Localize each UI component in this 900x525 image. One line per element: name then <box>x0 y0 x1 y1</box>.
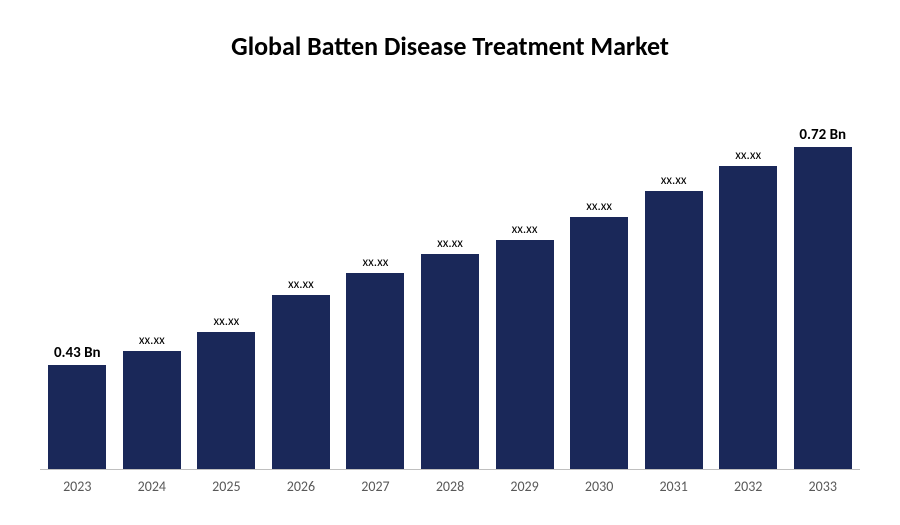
chart-title: Global Batten Disease Treatment Market <box>40 30 860 62</box>
bar-value-label: 0.72 Bn <box>799 126 846 144</box>
bar-value-label: xx.xx <box>288 277 314 292</box>
bars-wrapper: 0.43 Bn xx.xx xx.xx xx.xx xx.xx xx.xx <box>40 92 860 469</box>
bar <box>48 365 106 469</box>
bar-group: xx.xx <box>264 277 339 469</box>
bar <box>421 254 479 469</box>
bar <box>570 217 628 469</box>
bar <box>272 295 330 469</box>
x-tick-label: 2028 <box>413 478 488 495</box>
x-tick-label: 2026 <box>264 478 339 495</box>
bar-value-label: xx.xx <box>363 255 389 270</box>
x-tick-label: 2029 <box>487 478 562 495</box>
x-tick-label: 2033 <box>785 478 860 495</box>
bar-value-label: xx.xx <box>661 173 687 188</box>
bar-group: 0.72 Bn <box>785 126 860 469</box>
bar <box>123 351 181 469</box>
bar <box>645 191 703 469</box>
bar <box>346 273 404 469</box>
x-tick-label: 2025 <box>189 478 264 495</box>
bar-group: xx.xx <box>189 314 264 469</box>
bar-group: xx.xx <box>636 173 711 469</box>
x-axis: 2023 2024 2025 2026 2027 2028 2029 2030 … <box>40 478 860 495</box>
bar <box>794 147 852 469</box>
x-tick-label: 2030 <box>562 478 637 495</box>
plot-area: 0.43 Bn xx.xx xx.xx xx.xx xx.xx xx.xx <box>40 92 860 470</box>
bar <box>719 166 777 469</box>
bar-group: xx.xx <box>338 255 413 469</box>
bar-group: xx.xx <box>487 222 562 469</box>
bar-value-label: xx.xx <box>213 314 239 329</box>
bar-group: xx.xx <box>413 236 488 469</box>
bar-group: xx.xx <box>115 333 190 469</box>
bar-group: xx.xx <box>562 199 637 469</box>
bar-value-label: xx.xx <box>586 199 612 214</box>
bar-group: 0.43 Bn <box>40 344 115 469</box>
chart-container: Global Batten Disease Treatment Market 0… <box>0 0 900 525</box>
bar <box>197 332 255 469</box>
bar-value-label: 0.43 Bn <box>54 344 101 362</box>
bar-value-label: xx.xx <box>735 148 761 163</box>
bar-value-label: xx.xx <box>139 333 165 348</box>
x-tick-label: 2032 <box>711 478 786 495</box>
x-tick-label: 2023 <box>40 478 115 495</box>
bar-value-label: xx.xx <box>437 236 463 251</box>
x-tick-label: 2024 <box>115 478 190 495</box>
x-tick-label: 2031 <box>636 478 711 495</box>
bar-group: xx.xx <box>711 148 786 469</box>
bar-value-label: xx.xx <box>512 222 538 237</box>
x-tick-label: 2027 <box>338 478 413 495</box>
bar <box>496 240 554 469</box>
